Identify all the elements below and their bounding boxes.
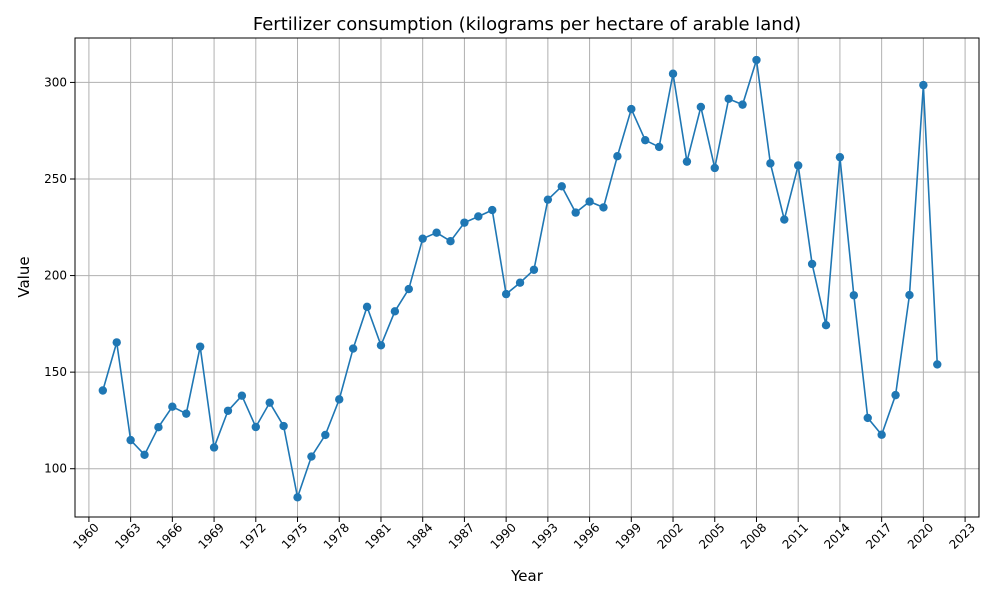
x-tick-label: 1981 <box>362 520 393 551</box>
data-point <box>821 321 831 330</box>
data-point <box>348 344 358 353</box>
data-point <box>627 104 636 114</box>
x-tick-label: 1960 <box>70 520 101 551</box>
x-tick-label: 1999 <box>613 520 644 551</box>
x-tick-label: 2008 <box>738 520 769 551</box>
x-tick-label: 1963 <box>112 520 143 551</box>
data-point <box>724 94 733 104</box>
data-point <box>682 157 692 166</box>
data-point <box>807 259 817 269</box>
data-point <box>515 278 525 287</box>
data-point <box>112 338 121 347</box>
x-tick-label: 2005 <box>696 520 727 551</box>
data-point <box>863 413 872 423</box>
data-point <box>877 430 886 439</box>
data-point <box>237 391 247 400</box>
data-point <box>293 493 302 502</box>
data-point <box>891 390 900 400</box>
data-point <box>752 55 761 65</box>
data-point <box>98 386 108 395</box>
data-point <box>738 100 747 109</box>
data-point <box>209 443 219 452</box>
data-point <box>182 409 191 418</box>
data-point <box>265 398 274 407</box>
y-tick-label: 100 <box>44 462 67 476</box>
data-point <box>849 291 859 300</box>
data-point <box>446 236 455 246</box>
x-tick-label: 1966 <box>154 520 185 551</box>
data-point <box>571 208 580 217</box>
data-point <box>557 182 566 191</box>
data-point <box>835 152 845 162</box>
plot-frame <box>74 37 980 518</box>
data-point <box>474 212 483 221</box>
y-axis-label: Value <box>15 256 33 297</box>
data-point <box>641 135 650 145</box>
data-point <box>321 430 330 440</box>
data-point <box>460 218 469 227</box>
data-point <box>488 205 497 215</box>
x-tick-label: 1975 <box>279 520 310 551</box>
x-tick-label: 2011 <box>780 520 811 551</box>
data-point <box>933 360 942 369</box>
x-tick-label: 2017 <box>863 520 894 551</box>
chart-title: Fertilizer consumption (kilograms per he… <box>253 14 801 35</box>
x-tick-label: 1993 <box>529 520 560 551</box>
x-tick-label: 1972 <box>237 520 268 551</box>
y-tick-label: 200 <box>44 269 67 283</box>
x-tick-label: 1978 <box>321 520 352 551</box>
data-point <box>613 152 622 161</box>
data-point <box>794 161 803 170</box>
data-point <box>919 80 928 90</box>
data-point <box>905 290 914 300</box>
data-point <box>585 197 594 206</box>
x-tick-label: 1969 <box>195 520 226 551</box>
x-tick-label: 1984 <box>404 520 435 551</box>
data-point <box>404 284 413 294</box>
series-layer <box>98 55 942 502</box>
x-tick-label: 1987 <box>446 520 477 551</box>
x-tick-label: 1996 <box>571 520 602 551</box>
data-point <box>418 234 427 243</box>
data-point <box>766 159 775 168</box>
y-tick-label: 150 <box>44 365 67 379</box>
data-point <box>432 228 441 237</box>
data-point <box>668 69 678 78</box>
data-point <box>543 195 553 204</box>
data-point <box>168 402 177 411</box>
data-point <box>195 342 205 351</box>
data-point <box>710 163 719 173</box>
x-tick-label: 2002 <box>654 520 685 551</box>
x-axis-label: Year <box>510 567 544 585</box>
x-tick-label: 2020 <box>905 520 936 551</box>
data-point <box>279 421 288 431</box>
x-tick-label: 1990 <box>488 520 519 551</box>
data-point <box>780 215 789 224</box>
data-point <box>696 102 706 112</box>
data-point <box>529 265 539 274</box>
x-tick-label: 2023 <box>947 520 978 551</box>
data-point <box>599 203 608 212</box>
data-point <box>390 307 400 316</box>
data-point <box>251 422 260 432</box>
x-tick-label: 2014 <box>821 520 852 551</box>
data-point <box>126 435 135 445</box>
data-point <box>223 406 233 415</box>
data-point <box>654 142 664 152</box>
data-point <box>376 341 386 350</box>
data-point <box>140 450 149 460</box>
data-point <box>335 395 344 404</box>
y-tick-label: 250 <box>44 172 67 186</box>
ticks-layer: 1960 1963 1966 1969 1972 1975 1978 1981 1984 1987… <box>44 75 978 551</box>
data-point <box>362 302 372 312</box>
y-tick-label: 300 <box>44 75 67 89</box>
data-point <box>307 452 316 461</box>
data-point <box>154 422 163 432</box>
data-point <box>501 289 511 299</box>
